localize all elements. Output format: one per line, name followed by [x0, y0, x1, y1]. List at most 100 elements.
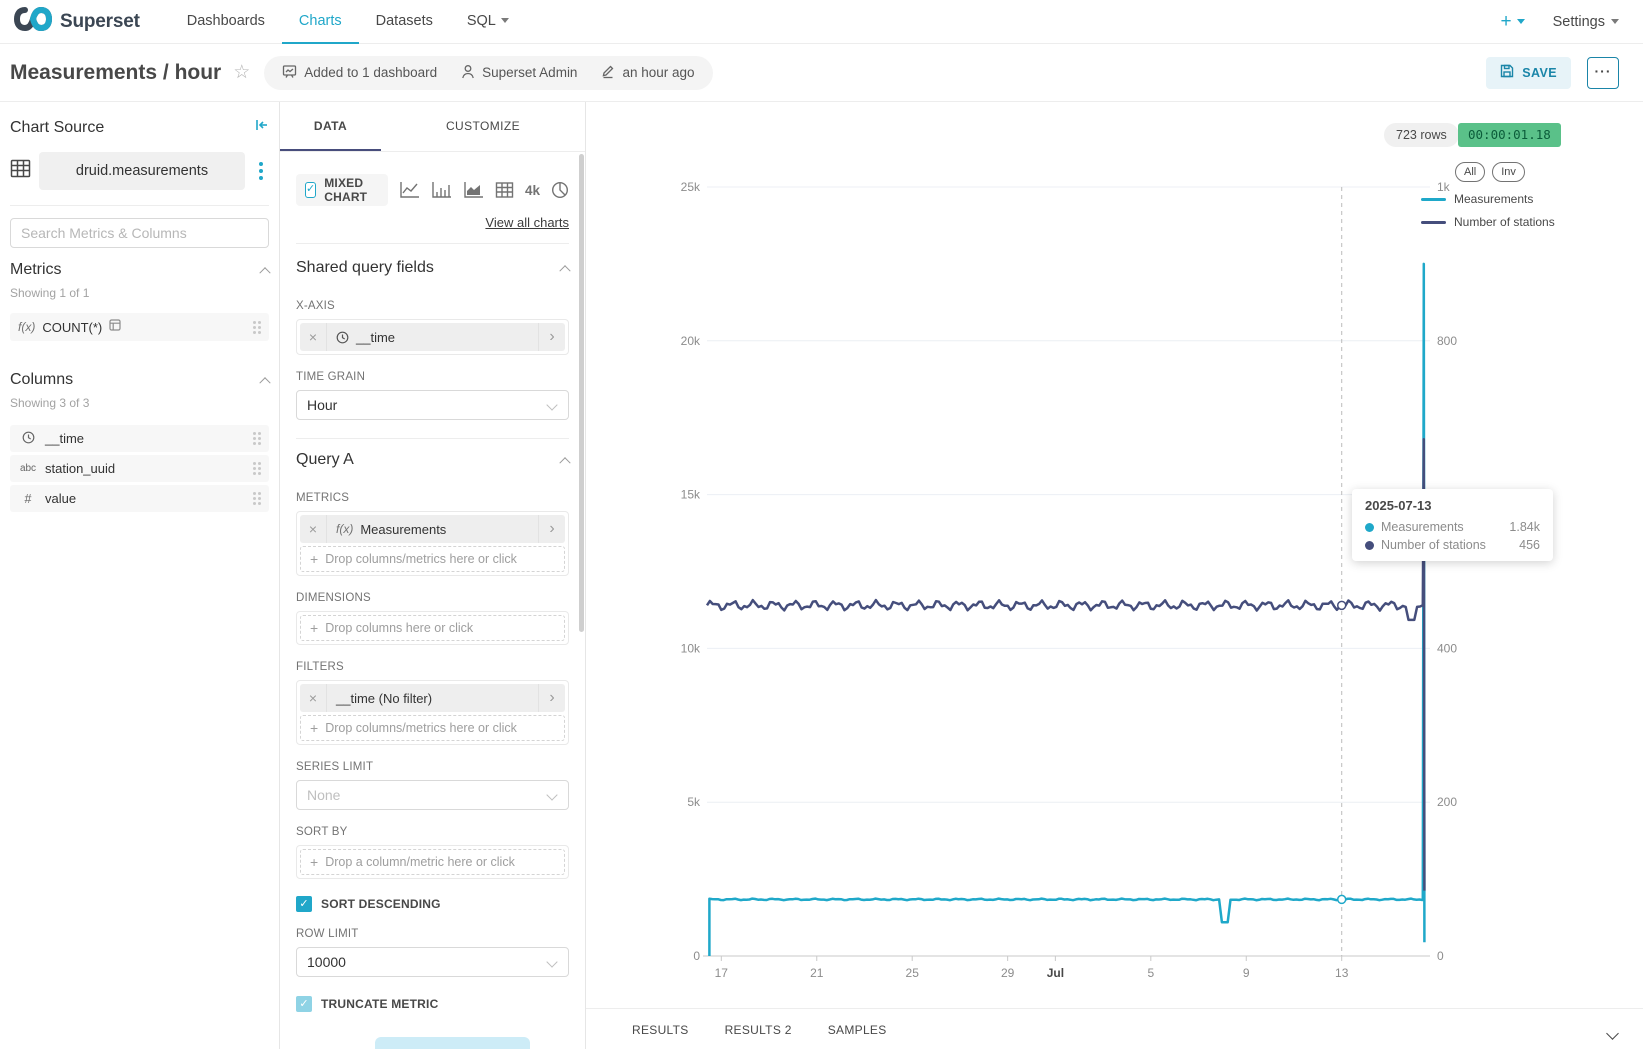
favorite-star-icon[interactable]: ☆ [233, 62, 251, 83]
time-grain-label: TIME GRAIN [296, 371, 366, 383]
drag-handle[interactable] [253, 492, 261, 505]
tab-samples[interactable]: SAMPLES [827, 1023, 887, 1037]
superset-logo[interactable]: Superset [13, 6, 140, 37]
sort-descending-label: SORT DESCENDING [321, 897, 441, 911]
tab-data[interactable]: DATA [280, 102, 381, 151]
top-nav: Superset Dashboards Charts Datasets SQL … [0, 0, 1643, 44]
viz-checkbox-icon: ✓ [305, 182, 317, 198]
tab-customize[interactable]: CUSTOMIZE [445, 118, 521, 133]
series-limit-label: SERIES LIMIT [296, 761, 374, 773]
collapse-results-icon[interactable] [1606, 1025, 1619, 1043]
page-header: Measurements / hour ☆ Added to 1 dashboa… [0, 44, 1643, 102]
svg-text:400: 400 [1437, 641, 1457, 655]
nav-item-charts[interactable]: Charts [281, 0, 359, 44]
shared-query-title: Shared query fields [296, 259, 434, 276]
svg-text:25: 25 [906, 966, 920, 980]
query-timer-badge: 00:00:01.18 [1458, 123, 1561, 147]
added-to-dashboard[interactable]: Added to 1 dashboard [282, 64, 437, 82]
save-icon [1500, 64, 1514, 81]
nav-item-datasets[interactable]: Datasets [375, 12, 433, 29]
legend-swatch [1421, 197, 1446, 201]
metrics-label: METRICS [296, 492, 350, 504]
metrics-section-title: Metrics [10, 261, 62, 278]
nav-item-sql[interactable]: SQL [450, 0, 526, 44]
chevron-down-icon [546, 789, 558, 801]
control-panel-scrollbar[interactable] [579, 154, 584, 632]
svg-text:200: 200 [1437, 795, 1457, 809]
plus-icon: + [310, 620, 319, 636]
time-grain-select[interactable]: Hour [296, 390, 569, 420]
sort-by-drop-zone[interactable]: + Drop a column/metric here or click [300, 849, 565, 875]
column-item-time[interactable]: __time [10, 425, 269, 452]
viz-type-selected[interactable]: ✓ MIXED CHART [296, 174, 388, 206]
last-modified[interactable]: an hour ago [601, 64, 695, 82]
area-chart-icon[interactable] [463, 181, 484, 199]
drag-handle[interactable] [253, 462, 261, 475]
legend-item-measurements[interactable]: Measurements [1421, 192, 1555, 206]
query-a-title: Query A [296, 451, 354, 468]
legend-item-stations[interactable]: Number of stations [1421, 215, 1555, 229]
column-item-station-uuid[interactable]: abc station_uuid [10, 455, 269, 482]
control-tabs: DATA CUSTOMIZE [280, 102, 585, 152]
caret-down-icon [500, 18, 509, 23]
collapse-query-a-icon[interactable] [559, 457, 571, 469]
save-button[interactable]: SAVE [1486, 56, 1571, 89]
remove-icon[interactable]: × [300, 684, 327, 712]
bar-chart-icon[interactable] [431, 181, 452, 199]
pie-chart-icon[interactable] [551, 181, 569, 199]
drag-handle[interactable] [253, 320, 261, 334]
nav-item-dashboards[interactable]: Dashboards [186, 12, 265, 29]
plus-icon: + [310, 720, 319, 736]
table-icon[interactable] [495, 181, 514, 199]
tab-results[interactable]: RESULTS [632, 1023, 689, 1037]
collapse-metrics-icon[interactable] [259, 267, 271, 279]
series-limit-select[interactable]: None [296, 780, 569, 810]
chart-tooltip: 2025-07-13 Measurements 1.84k Number of … [1352, 489, 1553, 561]
svg-text:17: 17 [715, 966, 729, 980]
collapse-shared-icon[interactable] [559, 265, 571, 277]
search-metrics-input[interactable] [10, 218, 269, 248]
x-axis-value[interactable]: __time [327, 323, 538, 351]
collapse-columns-icon[interactable] [259, 377, 271, 389]
plus-icon: + [310, 854, 319, 870]
row-limit-label: ROW LIMIT [296, 928, 359, 940]
expand-icon[interactable]: › [538, 323, 565, 351]
sort-descending-checkbox[interactable]: ✓ [296, 896, 312, 912]
line-chart-icon[interactable] [399, 181, 420, 199]
chart-svg[interactable]: 05k10k15k20k25k02004006008001k17212529Ju… [586, 159, 1643, 1009]
chart-source-panel: Chart Source druid.measurements Metrics [0, 102, 280, 1049]
chart-panel: 723 rows 00:00:01.18 All Inv Measurement… [586, 102, 1643, 1049]
remove-icon[interactable]: × [300, 323, 327, 351]
tab-results-2[interactable]: RESULTS 2 [724, 1023, 792, 1037]
new-item-button[interactable]: + [1500, 11, 1525, 33]
metric-value[interactable]: f(x) Measurements [336, 521, 447, 537]
column-item-value[interactable]: # value [10, 485, 269, 512]
filter-value[interactable]: __time (No filter) [336, 690, 433, 706]
dataset-name[interactable]: druid.measurements [39, 152, 245, 190]
remove-icon[interactable]: × [300, 515, 327, 543]
function-icon: f(x) [18, 320, 36, 334]
legend-all-button[interactable]: All [1455, 162, 1486, 182]
more-actions-button[interactable]: ··· [1587, 56, 1619, 89]
legend-inv-button[interactable]: Inv [1492, 162, 1525, 182]
dimensions-drop-zone[interactable]: + Drop columns here or click [300, 615, 565, 641]
row-limit-select[interactable]: 10000 [296, 947, 569, 977]
drag-handle[interactable] [253, 432, 261, 445]
dataset-options-kebab[interactable] [253, 158, 269, 184]
settings-menu[interactable]: Settings [1553, 14, 1619, 30]
plus-icon: + [310, 551, 319, 567]
expand-icon[interactable]: › [538, 515, 565, 543]
x-axis-label: X-AXIS [296, 300, 335, 312]
view-all-charts-link[interactable]: View all charts [485, 215, 569, 230]
metrics-drop-zone[interactable]: + Drop columns/metrics here or click [300, 546, 565, 572]
collapse-panel-icon[interactable] [254, 118, 269, 137]
metric-item-count[interactable]: f(x) COUNT(*) [10, 313, 269, 341]
filters-drop-zone[interactable]: + Drop columns/metrics here or click [300, 715, 565, 741]
caret-down-icon [1611, 19, 1619, 24]
expand-icon[interactable]: › [538, 684, 565, 712]
truncate-metric-checkbox[interactable]: ✓ [296, 996, 312, 1012]
row-count-badge: 723 rows [1384, 123, 1459, 147]
chevron-down-icon [546, 956, 558, 968]
chart-owner[interactable]: Superset Admin [461, 64, 577, 82]
viz-4k-icon[interactable]: 4k [524, 182, 540, 198]
